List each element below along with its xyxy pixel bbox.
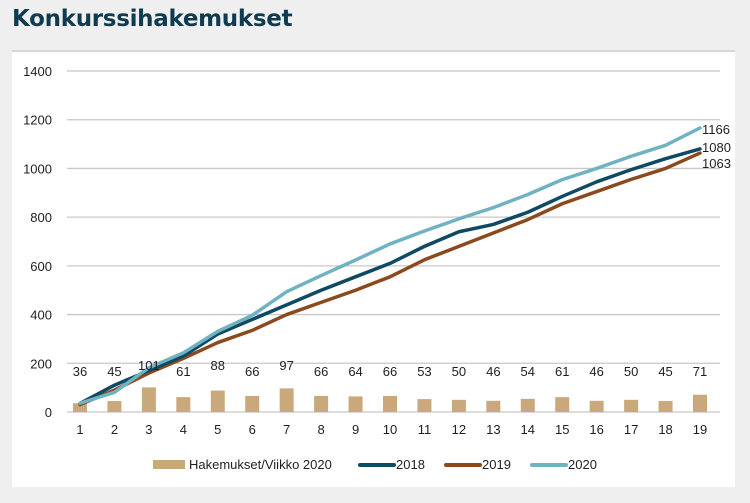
legend-swatch-bars	[153, 460, 185, 469]
bar	[210, 390, 225, 412]
x-tick-label: 3	[145, 422, 152, 437]
line-series-2019	[78, 151, 702, 407]
bar-data-label: 45	[658, 364, 672, 379]
y-tick-label: 1200	[23, 113, 52, 128]
bar	[417, 399, 432, 412]
bar	[176, 397, 191, 412]
bar-data-label: 64	[348, 364, 362, 379]
bar	[383, 395, 397, 412]
bar	[245, 395, 260, 412]
bar	[141, 387, 156, 412]
bar	[658, 401, 673, 412]
y-tick-label: 800	[30, 210, 52, 225]
bar	[693, 394, 707, 412]
bar	[589, 400, 604, 412]
bar	[624, 399, 639, 412]
bar-data-label: 46	[486, 364, 500, 379]
bar	[314, 395, 329, 412]
bar	[520, 398, 535, 412]
y-tick-label: 400	[30, 308, 52, 323]
bar	[486, 400, 501, 412]
bar-data-label: 66	[383, 364, 397, 379]
legend-label-2018: 2018	[396, 457, 425, 472]
legend-label-2020: 2020	[568, 457, 597, 472]
bar-data-label: 36	[73, 364, 87, 379]
bar	[279, 388, 294, 412]
bar-data-label: 101	[138, 358, 160, 373]
bar	[107, 401, 122, 412]
bar	[73, 403, 87, 412]
x-tick-label: 16	[589, 422, 603, 437]
y-tick-label: 1400	[23, 64, 52, 79]
bar-data-label: 54	[521, 364, 535, 379]
x-tick-label: 10	[383, 422, 397, 437]
legend-label-bars: Hakemukset/Viikko 2020	[189, 457, 332, 472]
x-tick-label: 9	[352, 422, 359, 437]
x-tick-label: 7	[283, 422, 290, 437]
end-label-2019: 1063	[702, 156, 731, 171]
x-tick-label: 8	[317, 422, 324, 437]
chart-card: 0 200 400 600 800 1000 1200 1400 1 2 3 4 5 6 7 8 9 10 11 12…	[12, 50, 735, 487]
end-label-2020: 1166	[702, 122, 730, 137]
bar-data-label: 61	[176, 364, 190, 379]
line-series-2020	[78, 126, 702, 405]
bar-data-label: 46	[589, 364, 603, 379]
bar-data-label: 61	[555, 364, 569, 379]
y-tick-label: 200	[30, 356, 52, 371]
x-tick-label: 14	[521, 422, 535, 437]
x-tick-label: 6	[249, 422, 256, 437]
bar-data-label: 50	[624, 364, 638, 379]
x-tick-label: 11	[418, 422, 432, 437]
bar-data-label: 71	[693, 364, 707, 379]
bar	[348, 396, 363, 412]
x-tick-label: 15	[555, 422, 569, 437]
bar-data-label: 53	[417, 364, 431, 379]
bar	[451, 399, 466, 412]
x-tick-label: 5	[214, 422, 221, 437]
x-tick-label: 12	[452, 422, 466, 437]
x-tick-label: 18	[658, 422, 672, 437]
bar-data-label: 50	[452, 364, 466, 379]
bar	[555, 397, 570, 412]
line-series-2018	[78, 147, 702, 406]
end-label-2018: 1080	[702, 140, 731, 155]
bar-data-label: 45	[107, 364, 121, 379]
y-tick-label: 1000	[23, 161, 52, 176]
x-tick-label: 2	[111, 422, 118, 437]
x-tick-label: 1	[76, 422, 83, 437]
bar-data-label: 88	[211, 358, 225, 373]
x-tick-label: 13	[486, 422, 500, 437]
y-tick-label: 0	[45, 405, 52, 420]
y-tick-label: 600	[30, 259, 52, 274]
page-title: Konkurssihakemukset	[12, 6, 293, 32]
bar-data-label: 66	[314, 364, 328, 379]
x-tick-label: 4	[180, 422, 187, 437]
x-tick-label: 19	[693, 422, 707, 437]
legend-label-2019: 2019	[482, 457, 511, 472]
bar-data-label: 97	[279, 358, 293, 373]
x-tick-label: 17	[624, 422, 638, 437]
bar-data-label: 66	[245, 364, 259, 379]
